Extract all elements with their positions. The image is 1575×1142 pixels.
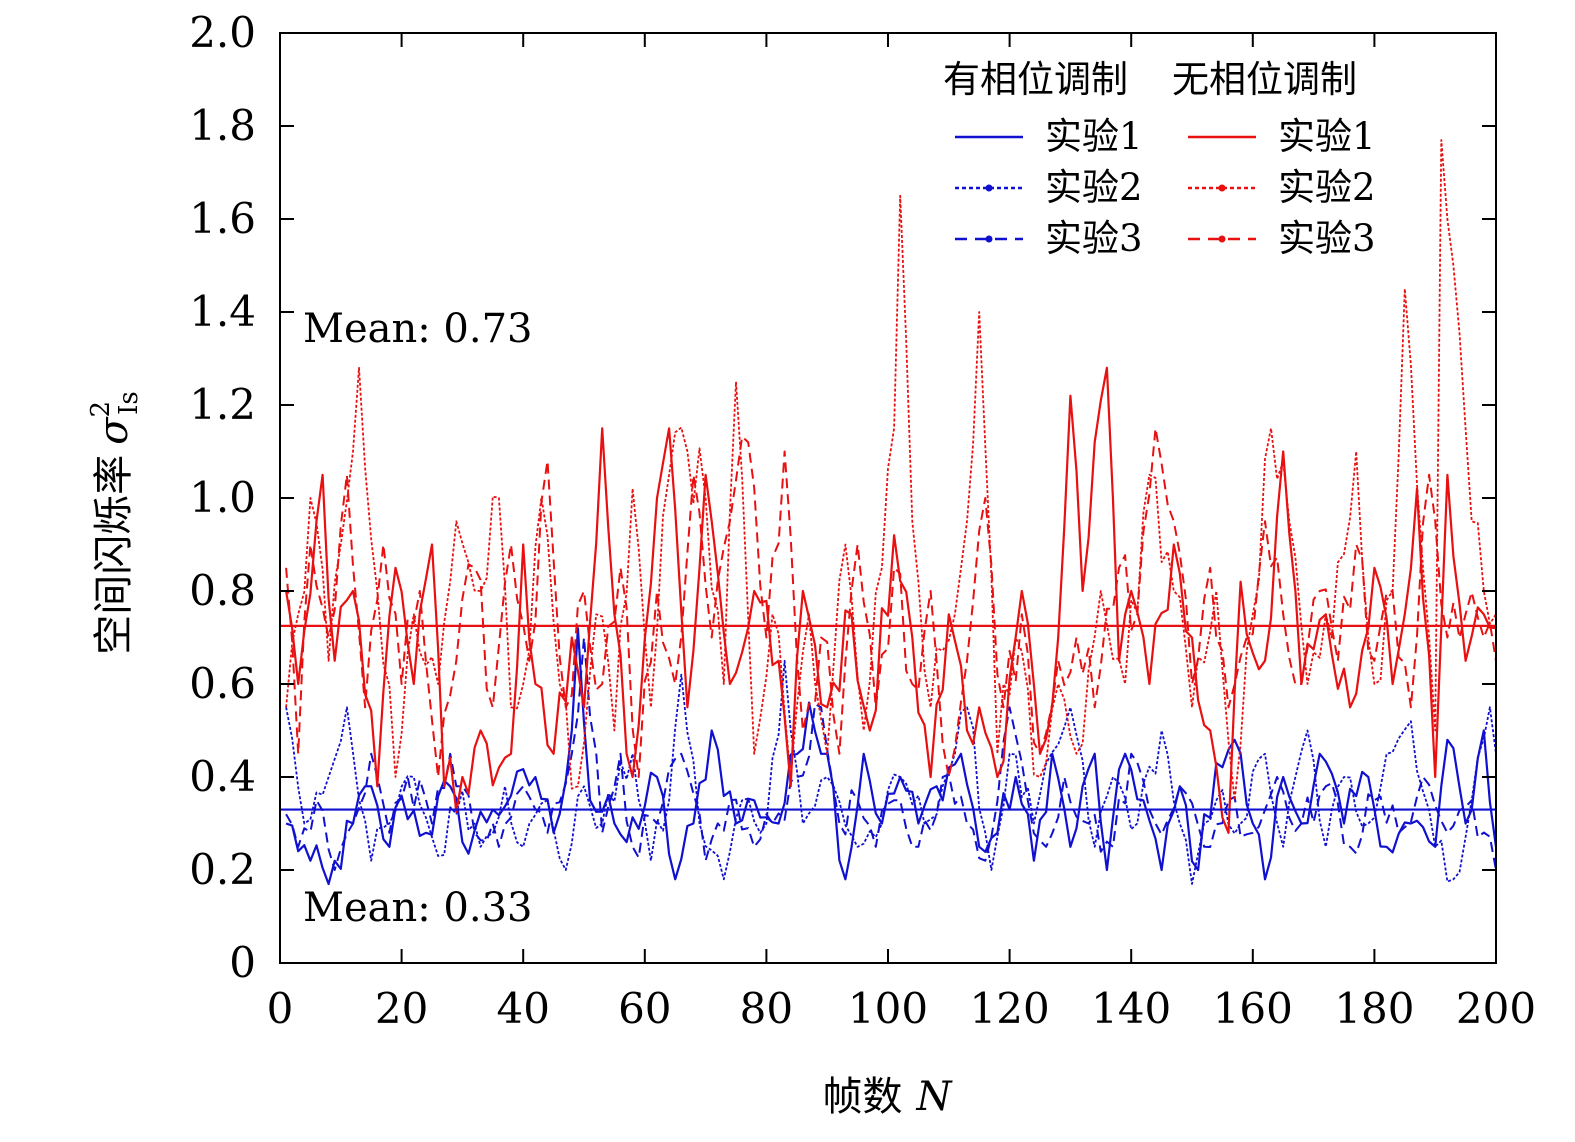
legend: 有相位调制 无相位调制 实验1 实验2 实验3 实验1 实验2 实验3: [943, 58, 1376, 260]
mean-lines: [280, 624, 1496, 811]
legend-group-with-phase: 有相位调制: [943, 58, 1128, 101]
x-tick-label: 200: [1456, 984, 1536, 1033]
y-tick-label: 1.2: [189, 380, 256, 429]
x-tick-label: 60: [618, 984, 671, 1033]
axis-ticks: 0 20 40 60 80 100 120 140 160 180 200 0 0.2 0.4 0.6 0.8…: [189, 8, 1536, 1033]
y-tick-label: 1.0: [189, 473, 256, 522]
legend-label-blue-2: 实验2: [1045, 166, 1143, 209]
x-tick-label: 180: [1334, 984, 1414, 1033]
mean-label-blue: Mean: 0.33: [303, 885, 533, 931]
x-tick-label: 20: [375, 984, 428, 1033]
x-tick-label: 40: [496, 984, 549, 1033]
x-tick-label: 100: [848, 984, 928, 1033]
x-axis-title: 帧数 N: [823, 1074, 954, 1120]
legend-label-blue-1: 实验1: [1045, 115, 1143, 158]
x-tick-label: 140: [1091, 984, 1171, 1033]
series-with-phase-exp1: [285, 627, 1496, 886]
y-tick-label: 2.0: [189, 8, 256, 57]
legend-label-red-1: 实验1: [1278, 115, 1376, 158]
legend-group-without-phase: 无相位调制: [1172, 58, 1357, 101]
legend-marker-blue-3: [985, 235, 993, 243]
legend-label-red-2: 实验2: [1278, 166, 1376, 209]
x-tick-label: 120: [970, 984, 1050, 1033]
mean-label-red: Mean: 0.73: [303, 306, 533, 352]
y-tick-label: 1.8: [189, 101, 256, 150]
series-with-phase-exp2: [285, 659, 1496, 885]
y-tick-label: 0: [229, 938, 256, 987]
y-tick-label: 1.4: [189, 287, 256, 336]
y-tick-label: 1.6: [189, 194, 256, 243]
y-tick-label: 0.2: [189, 845, 256, 894]
legend-marker-red-2: [1218, 184, 1226, 192]
series-with-phase-exp3: [285, 636, 1496, 871]
series-without-phase-exp3: [285, 427, 1496, 778]
legend-label-blue-3: 实验3: [1045, 217, 1143, 260]
x-tick-label: 0: [267, 984, 294, 1033]
x-tick-label: 160: [1213, 984, 1293, 1033]
series-without-phase-exp1: [285, 366, 1496, 834]
x-tick-label: 80: [740, 984, 793, 1033]
y-tick-label: 0.6: [189, 659, 256, 708]
series-without-phase-exp2: [285, 139, 1496, 802]
legend-label-red-3: 实验3: [1278, 217, 1376, 260]
y-axis-title: 空间闪烁率σ2Is: [86, 391, 144, 654]
legend-marker-blue-2: [985, 184, 993, 192]
y-tick-label: 0.8: [189, 566, 256, 615]
y-tick-label: 0.4: [189, 752, 256, 801]
legend-marker-red-3: [1218, 235, 1226, 243]
